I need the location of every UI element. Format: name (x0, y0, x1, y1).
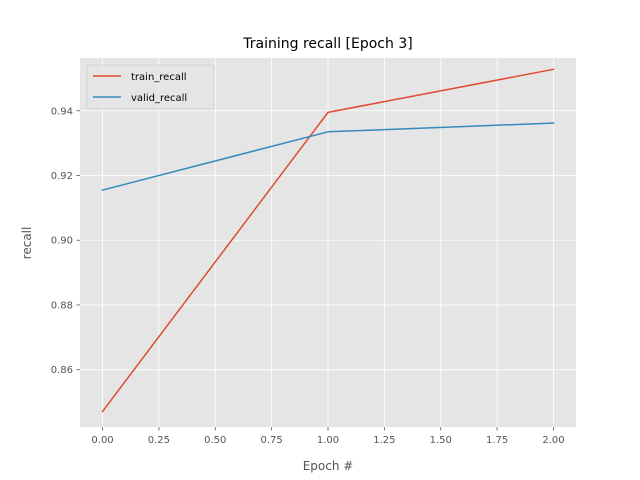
x-tick-label: 1.75 (486, 435, 508, 446)
x-tick-label: 0.75 (261, 435, 283, 446)
legend: train_recall valid_recall (86, 64, 215, 110)
x-tick-label: 0.00 (91, 435, 113, 446)
x-ticks: 0.00 0.25 0.50 0.75 1.00 1.25 1.50 1.75 2.00 (91, 427, 565, 446)
grid (80, 58, 576, 427)
x-tick-label: 1.50 (430, 435, 452, 446)
y-tick-label: 0.86 (51, 365, 73, 376)
y-ticks: 0.86 0.88 0.90 0.92 0.94 (51, 106, 80, 376)
chart-title: Training recall [Epoch 3] (242, 36, 412, 52)
x-tick-label: 0.25 (148, 435, 170, 446)
legend-label-train-recall: train_recall (131, 72, 187, 83)
y-tick-label: 0.90 (51, 236, 73, 247)
legend-label-valid-recall: valid_recall (131, 93, 187, 104)
x-tick-label: 0.50 (204, 435, 226, 446)
series-line-train-recall (101, 68, 555, 413)
x-tick-label: 2.00 (542, 435, 564, 446)
series-lines (101, 68, 555, 413)
x-axis-title: Epoch # (303, 459, 354, 473)
y-tick-label: 0.92 (51, 171, 73, 182)
x-tick-label: 1.25 (373, 435, 395, 446)
y-tick-label: 0.94 (51, 106, 73, 117)
y-tick-label: 0.88 (51, 300, 73, 311)
series-line-valid-recall (101, 122, 555, 191)
y-axis-title: recall (20, 227, 34, 260)
x-tick-label: 1.00 (317, 435, 339, 446)
